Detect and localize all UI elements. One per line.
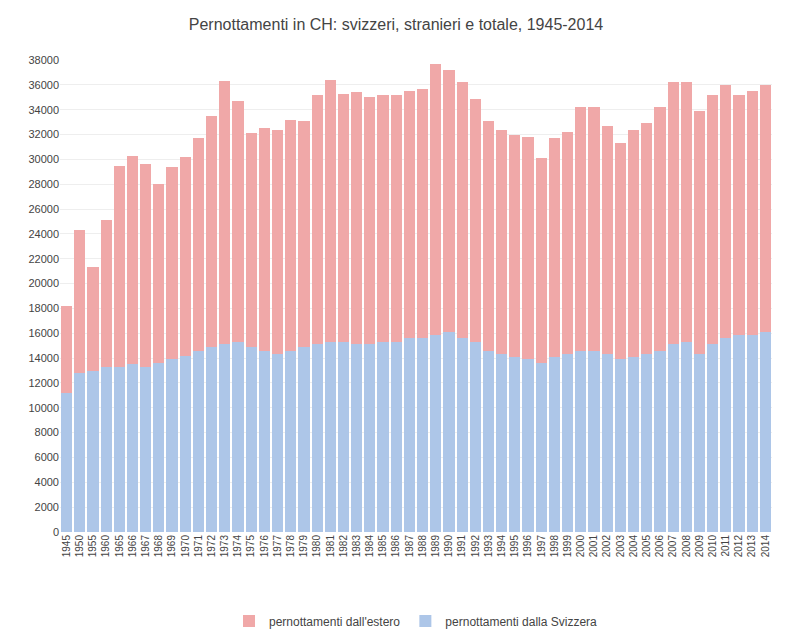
svg-text:1997: 1997 bbox=[536, 535, 547, 558]
svg-text:38000: 38000 bbox=[28, 54, 59, 66]
svg-text:2007: 2007 bbox=[667, 535, 678, 558]
svg-text:2006: 2006 bbox=[654, 535, 665, 558]
svg-text:1974: 1974 bbox=[232, 535, 243, 558]
svg-text:1982: 1982 bbox=[338, 535, 349, 558]
svg-text:1972: 1972 bbox=[206, 535, 217, 558]
svg-text:1955: 1955 bbox=[87, 535, 98, 558]
svg-text:18000: 18000 bbox=[28, 302, 59, 314]
svg-text:1987: 1987 bbox=[404, 535, 415, 558]
svg-text:24000: 24000 bbox=[28, 228, 59, 240]
svg-text:1971: 1971 bbox=[193, 535, 204, 558]
svg-text:1989: 1989 bbox=[430, 535, 441, 558]
svg-text:22000: 22000 bbox=[28, 253, 59, 265]
svg-text:28000: 28000 bbox=[28, 178, 59, 190]
svg-text:1978: 1978 bbox=[285, 535, 296, 558]
svg-text:1973: 1973 bbox=[219, 535, 230, 558]
svg-text:32000: 32000 bbox=[28, 128, 59, 140]
svg-text:1977: 1977 bbox=[272, 535, 283, 558]
svg-text:pernottamenti dall'estero: pernottamenti dall'estero bbox=[269, 615, 400, 629]
svg-text:1970: 1970 bbox=[180, 535, 191, 558]
svg-text:1985: 1985 bbox=[377, 535, 388, 558]
svg-text:2012: 2012 bbox=[733, 535, 744, 558]
svg-text:1945: 1945 bbox=[61, 535, 72, 558]
svg-text:8000: 8000 bbox=[35, 426, 59, 438]
svg-text:14000: 14000 bbox=[28, 352, 59, 364]
svg-text:36000: 36000 bbox=[28, 79, 59, 91]
svg-text:1965: 1965 bbox=[114, 535, 125, 558]
svg-text:1986: 1986 bbox=[390, 535, 401, 558]
svg-text:2008: 2008 bbox=[681, 535, 692, 558]
svg-text:2005: 2005 bbox=[641, 535, 652, 558]
svg-text:2011: 2011 bbox=[720, 535, 731, 557]
svg-text:4000: 4000 bbox=[35, 476, 59, 488]
svg-text:1999: 1999 bbox=[562, 535, 573, 558]
svg-text:2001: 2001 bbox=[588, 535, 599, 558]
svg-text:1993: 1993 bbox=[483, 535, 494, 558]
svg-text:1980: 1980 bbox=[311, 535, 322, 558]
svg-text:1998: 1998 bbox=[549, 535, 560, 558]
svg-text:6000: 6000 bbox=[35, 451, 59, 463]
svg-text:2004: 2004 bbox=[628, 535, 639, 558]
svg-text:Pernottamenti in CH: svizzeri,: Pernottamenti in CH: svizzeri, stranieri… bbox=[189, 16, 604, 33]
svg-text:1966: 1966 bbox=[127, 535, 138, 558]
svg-text:1967: 1967 bbox=[140, 535, 151, 558]
svg-text:30000: 30000 bbox=[28, 153, 59, 165]
svg-text:1950: 1950 bbox=[74, 535, 85, 558]
svg-text:2013: 2013 bbox=[746, 535, 757, 558]
svg-text:2002: 2002 bbox=[601, 535, 612, 558]
svg-text:1988: 1988 bbox=[417, 535, 428, 558]
svg-text:1995: 1995 bbox=[509, 535, 520, 558]
svg-text:1983: 1983 bbox=[351, 535, 362, 558]
svg-text:10000: 10000 bbox=[28, 402, 59, 414]
svg-text:2000: 2000 bbox=[575, 535, 586, 558]
svg-text:34000: 34000 bbox=[28, 104, 59, 116]
svg-text:2003: 2003 bbox=[615, 535, 626, 558]
svg-text:1984: 1984 bbox=[364, 535, 375, 558]
svg-text:1975: 1975 bbox=[245, 535, 256, 558]
svg-text:16000: 16000 bbox=[28, 327, 59, 339]
svg-text:12000: 12000 bbox=[28, 377, 59, 389]
svg-text:1968: 1968 bbox=[153, 535, 164, 558]
svg-text:1969: 1969 bbox=[166, 535, 177, 558]
svg-text:1960: 1960 bbox=[100, 535, 111, 558]
svg-text:0: 0 bbox=[53, 526, 59, 538]
svg-text:1981: 1981 bbox=[325, 535, 336, 558]
svg-text:26000: 26000 bbox=[28, 203, 59, 215]
svg-text:pernottamenti dalla Svizzera: pernottamenti dalla Svizzera bbox=[445, 615, 597, 629]
svg-text:1990: 1990 bbox=[443, 535, 454, 558]
svg-text:1994: 1994 bbox=[496, 535, 507, 558]
svg-text:1979: 1979 bbox=[298, 535, 309, 558]
svg-text:1996: 1996 bbox=[522, 535, 533, 558]
svg-text:1991: 1991 bbox=[456, 535, 467, 558]
svg-text:20000: 20000 bbox=[28, 277, 59, 289]
svg-text:1976: 1976 bbox=[259, 535, 270, 558]
svg-text:1992: 1992 bbox=[470, 535, 481, 558]
svg-text:2014: 2014 bbox=[760, 535, 771, 558]
svg-text:2009: 2009 bbox=[694, 535, 705, 558]
svg-text:2010: 2010 bbox=[707, 535, 718, 558]
svg-text:2000: 2000 bbox=[35, 501, 59, 513]
